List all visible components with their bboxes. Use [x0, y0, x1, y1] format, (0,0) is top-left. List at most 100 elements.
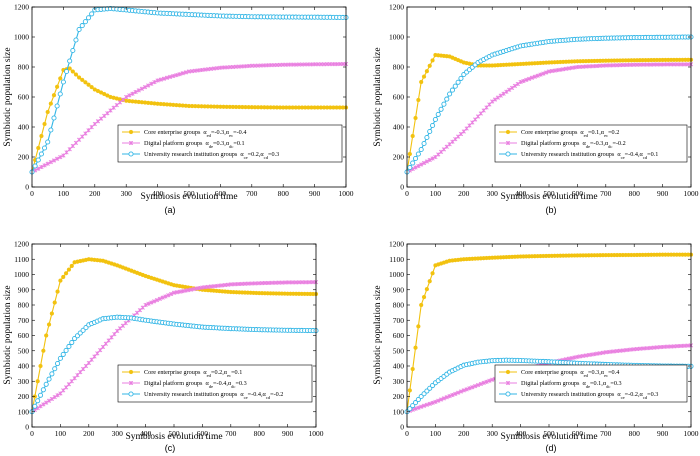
legend-item-digital: Digital platform groups αde=0.1,αdc=0.3: [499, 380, 622, 389]
series-marker-digital: [180, 71, 185, 76]
series-marker-digital: [154, 298, 160, 303]
x-tick-label: 300: [121, 189, 133, 198]
x-axis-label: Symbiosis evolution time: [500, 432, 597, 442]
series-marker-core: [48, 101, 53, 106]
x-tick-label: 200: [458, 189, 470, 198]
legend-params: αed=0.3,αec=0.4: [580, 369, 619, 378]
series-marker-digital: [309, 62, 314, 67]
y-tick-label: 200: [393, 392, 405, 401]
y-axis-label: Symbiotic population size: [373, 285, 383, 384]
legend-swatch-marker: [505, 129, 511, 135]
series-marker-univ: [32, 403, 38, 409]
legend: Core enterprise groups αed=-0.3,αec=-0.4D…: [117, 124, 343, 163]
series-marker-digital: [42, 163, 47, 168]
series-marker-digital: [86, 128, 91, 133]
legend-label: Digital platform groups: [144, 380, 203, 387]
series-marker-core: [89, 84, 94, 90]
x-tick-label: 100: [430, 429, 442, 438]
series-marker-digital: [498, 93, 503, 98]
x-tick-label: 600: [572, 429, 584, 438]
y-tick-label: 1200: [389, 240, 404, 249]
series-marker-univ: [51, 115, 57, 121]
series-marker-digital: [61, 153, 66, 158]
series-marker-digital: [487, 378, 492, 383]
series-marker-core: [407, 388, 412, 393]
series-marker-univ: [82, 19, 88, 25]
series-marker-digital: [98, 348, 103, 353]
legend-swatch-marker: [505, 369, 511, 375]
series-marker-digital: [340, 61, 345, 67]
series-marker-digital: [484, 379, 489, 384]
legend-item-core: Core enterprise groups αed=0.3,αec=0.4: [499, 369, 619, 378]
series-marker-univ: [421, 140, 427, 147]
y-tick-label: 1100: [389, 255, 404, 264]
legend-item-digital: Digital platform groups αde=0.3,αdc=0.1: [122, 140, 245, 149]
series-marker-core: [70, 69, 75, 74]
series-marker-digital: [529, 75, 535, 80]
y-tick-label: 400: [393, 123, 405, 132]
series-marker-core: [44, 333, 49, 338]
series-marker-digital: [441, 396, 447, 401]
series-marker-digital: [142, 84, 148, 90]
panel-label: (d): [546, 443, 557, 453]
series-marker-core: [419, 79, 424, 85]
series-marker-univ: [45, 139, 51, 145]
series-marker-core: [66, 267, 72, 272]
x-tick-label: 800: [629, 429, 641, 438]
legend-swatch-marker: [505, 140, 511, 146]
series-marker-univ: [57, 91, 63, 97]
series-marker-digital: [171, 73, 176, 79]
series-marker-univ: [38, 151, 44, 157]
legend-params: αde=-0.3,αdc=-0.2: [582, 140, 625, 149]
y-axis-label: Symbiotic population size: [3, 47, 13, 146]
x-tick-label: 300: [112, 429, 124, 438]
legend-item-univ: University research institution groups αc…: [499, 391, 658, 400]
series-marker-digital: [157, 296, 162, 302]
legend-label: University research institution groups: [144, 391, 238, 398]
y-tick-label: 300: [393, 377, 405, 386]
series-marker-digital: [492, 97, 498, 102]
series-marker-digital: [504, 89, 509, 94]
y-tick-label: 800: [393, 301, 405, 310]
series-marker-univ: [435, 111, 441, 117]
series-marker-univ: [444, 96, 450, 102]
y-tick-label: 700: [393, 316, 405, 325]
x-tick-label: 600: [572, 189, 584, 198]
y-tick-label: 900: [18, 285, 30, 294]
series-marker-core: [58, 76, 63, 81]
series-marker-digital: [507, 87, 512, 92]
legend-label: Digital platform groups: [521, 380, 580, 387]
series-marker-univ: [63, 347, 69, 353]
y-tick-label: 200: [18, 392, 30, 401]
series-marker-digital: [177, 72, 182, 77]
x-tick-label: 0: [30, 429, 34, 438]
series-marker-core: [46, 322, 52, 327]
series-digital: [29, 61, 349, 175]
series-marker-digital: [334, 61, 339, 67]
series-marker-digital: [416, 405, 421, 410]
series-marker-univ: [48, 127, 54, 133]
chart-panel-c: 0 100 200 300 400 500 600 700 800 900 1000 0 100 200 3…: [3, 240, 324, 453]
x-axis-label: Symbiosis evolution time: [125, 432, 222, 442]
series-marker-digital: [325, 62, 330, 67]
x-tick-label: 0: [405, 429, 409, 438]
x-tick-label: 700: [600, 189, 612, 198]
series-marker-digital: [538, 72, 543, 77]
legend-swatch-marker: [128, 129, 134, 135]
series-marker-digital: [478, 381, 483, 387]
series-marker-univ: [447, 91, 453, 97]
series-marker-univ: [37, 392, 44, 398]
series-marker-digital: [456, 390, 461, 395]
series-marker-univ: [32, 163, 38, 169]
series-marker-univ: [35, 398, 41, 404]
series-marker-univ: [76, 26, 82, 33]
y-tick-label: 1200: [14, 240, 29, 249]
series-core: [404, 52, 694, 175]
legend-swatch-marker: [505, 391, 511, 397]
series-marker-digital: [55, 393, 60, 398]
series-marker-digital: [281, 62, 286, 67]
y-tick-label: 0: [25, 183, 29, 192]
series-marker-digital: [532, 74, 537, 79]
legend-params: αce=-0.4,αcd=-0.2: [240, 391, 283, 400]
series-marker-digital: [86, 360, 91, 366]
